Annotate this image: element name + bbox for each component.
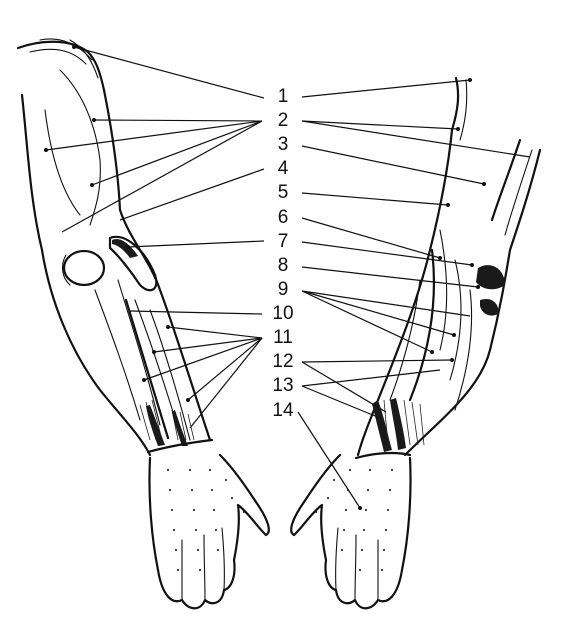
label-2: 2 — [278, 110, 289, 131]
label-11: 11 — [273, 327, 293, 348]
right-arm-illustration — [290, 76, 542, 610]
label-column: 1 2 3 4 5 6 7 8 9 10 11 12 13 14 — [272, 86, 294, 421]
label-7: 7 — [278, 231, 289, 252]
label-13: 13 — [272, 375, 293, 396]
label-5: 5 — [278, 182, 289, 203]
label-12: 12 — [272, 351, 293, 372]
label-6: 6 — [278, 207, 289, 228]
label-10: 10 — [272, 303, 293, 324]
label-4: 4 — [278, 158, 289, 179]
left-arm-illustration — [16, 38, 270, 610]
label-8: 8 — [278, 255, 289, 276]
leader-lines — [44, 45, 531, 510]
label-3: 3 — [278, 134, 289, 155]
label-14: 14 — [272, 400, 294, 421]
label-9: 9 — [278, 279, 289, 300]
label-1: 1 — [278, 86, 289, 107]
